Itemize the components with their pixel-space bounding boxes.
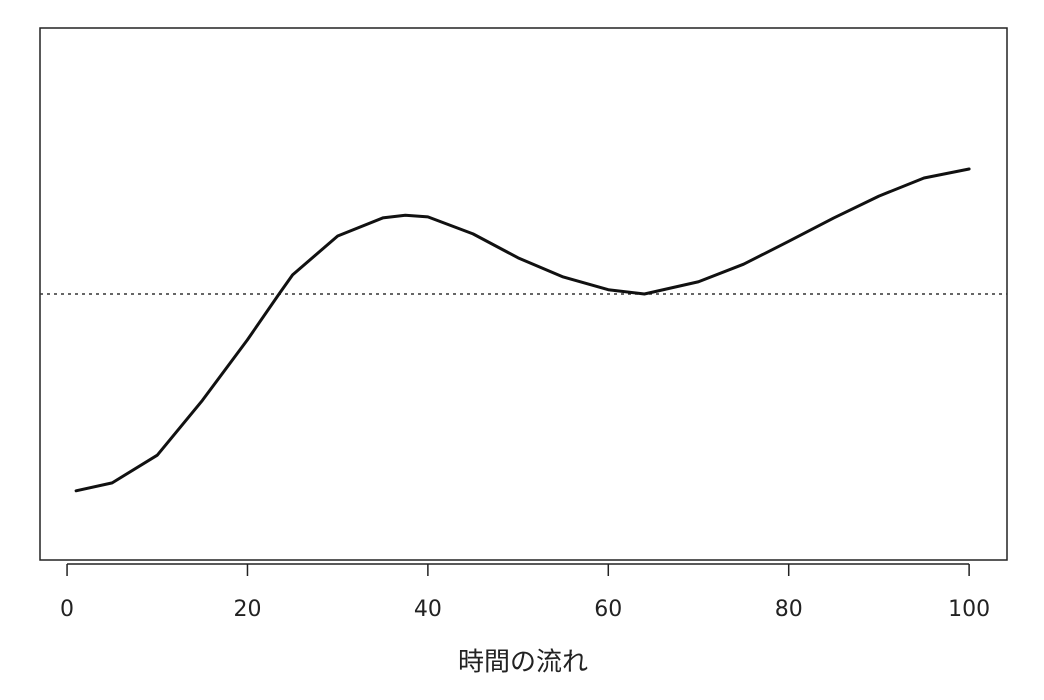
x-tick-label: 0 [60,597,74,622]
line-series [74,167,971,493]
x-tick-label: 20 [233,597,261,622]
x-tick-label: 60 [594,597,622,622]
x-tick-label: 40 [414,597,442,622]
x-tick-label: 100 [948,597,990,622]
x-axis-label: 時間の流れ [458,648,588,678]
x-tick-label: 80 [775,597,803,622]
